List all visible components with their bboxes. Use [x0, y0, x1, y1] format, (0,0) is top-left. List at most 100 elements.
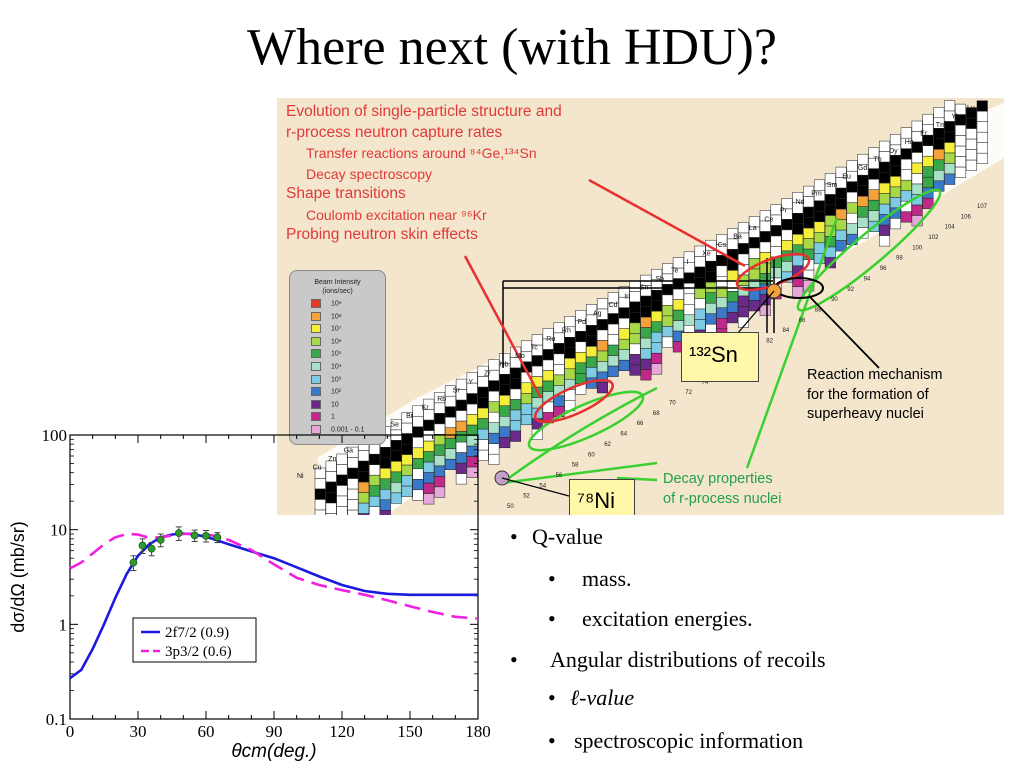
- element-label: Ce: [764, 216, 773, 223]
- nuclide-cell: [792, 223, 804, 235]
- nuclide-cell: [553, 343, 565, 355]
- cross-section-plot: 0 30 60 90 120 150 180 0.1 1 10 100 2f7/2 (0.9) 3p3/…: [0, 425, 500, 768]
- nuclide-cell: [564, 347, 576, 359]
- nuclide-cell: [933, 149, 945, 161]
- nuclide-cell: [629, 280, 641, 292]
- nuclide-cell: [922, 176, 934, 188]
- nuclide-cell: [607, 344, 619, 356]
- nuclide-cell: [488, 390, 500, 402]
- nuclide-cell: [900, 179, 912, 191]
- annotation-line: Probing neutron skin effects: [286, 226, 478, 243]
- element-label: Nd: [796, 199, 805, 206]
- nuclide-cell: [889, 155, 901, 167]
- r-process-outline: [745, 217, 839, 469]
- nuclide-cell: [933, 107, 945, 119]
- nuclide-cell: [629, 364, 641, 376]
- nuclide-cell: [499, 437, 511, 449]
- nuclide-cell: [466, 393, 478, 405]
- nuclide-cell: [813, 200, 825, 212]
- nuclide-cell: [510, 420, 522, 432]
- reaction-label-line: superheavy nuclei: [807, 406, 924, 422]
- element-label: Rb: [437, 396, 446, 403]
- annotation-line: Evolution of single-particle structure a…: [286, 103, 562, 120]
- nuclide-cell: [781, 229, 793, 241]
- nuclide-cell: [325, 513, 337, 515]
- nuclide-cell: [672, 320, 684, 332]
- nuclide-cell: [683, 293, 695, 305]
- nuclide-cell: [488, 380, 500, 392]
- nuclide-cell: [716, 307, 728, 319]
- ni78-pointer: [501, 477, 570, 497]
- element-label: Tb: [874, 156, 882, 163]
- legend-item: 0.001 - 0.1: [311, 425, 364, 435]
- x-tick-label: 90: [266, 722, 283, 741]
- legend-item: 10³: [311, 374, 342, 385]
- bullet-text: mass.: [582, 566, 632, 591]
- nuclide-cell: [911, 162, 923, 174]
- element-label: I: [687, 259, 689, 266]
- nuclide-cell: [857, 195, 869, 207]
- nuclide-cell: [868, 210, 880, 222]
- nuclide-cell: [401, 485, 413, 497]
- nuclide-cell: [694, 319, 706, 331]
- nuclide-cell: [944, 173, 956, 185]
- nuclide-cell: [792, 255, 804, 267]
- legend-item: 1: [311, 412, 335, 422]
- nuclide-cell: [683, 304, 695, 316]
- legend-item: 10⁴: [311, 362, 342, 372]
- element-label: Br: [406, 413, 414, 420]
- nuclide-cell: [586, 346, 598, 358]
- nuclide-cell: [965, 149, 977, 161]
- nuclide-cell: [759, 262, 771, 274]
- element-label: Xe: [702, 251, 711, 258]
- bullet-text: spectroscopic information: [574, 728, 804, 753]
- nuclide-cell: [813, 242, 825, 254]
- nuclide-cell: [922, 155, 934, 167]
- nuclide-cell: [553, 364, 565, 376]
- nuclide-cell: [813, 232, 825, 244]
- nuclide-cell: [727, 301, 739, 313]
- element-label: Ni: [297, 473, 304, 480]
- nuclide-chart-graphic: Lu Yb Tm Er Ho Dy Tb Gd Eu Sm Pm Nd Pr Ce La Ba Cs Xe I Te S…: [297, 100, 1004, 515]
- nuclide-cell: [759, 273, 771, 285]
- nuclide-cell: [846, 212, 858, 224]
- data-point: [138, 541, 147, 550]
- nuclide-cell: [477, 407, 489, 419]
- nuclide-cell: [629, 291, 641, 303]
- neutron-number-label: 88: [815, 307, 822, 313]
- nuclide-cell: [944, 100, 956, 112]
- nuclide-cell: [770, 225, 782, 237]
- element-label: Cu: [313, 464, 322, 471]
- nuclide-cell: [596, 361, 608, 373]
- nuclide-cell: [672, 288, 684, 300]
- nuclide-cell: [618, 328, 630, 340]
- element-label: Tm: [936, 122, 946, 129]
- neutron-number-label: 56: [556, 473, 563, 479]
- nuclide-cell: [618, 359, 630, 371]
- nuclide-cell: [879, 224, 891, 236]
- nuclide-cell: [564, 368, 576, 380]
- neutron-number-label: 96: [880, 266, 887, 272]
- nuclide-cell: [651, 289, 663, 301]
- neutron-number-label: 58: [572, 463, 579, 469]
- nuclide-cell: [857, 174, 869, 186]
- nuclide-cell: [662, 284, 674, 296]
- nuclide-cell: [900, 190, 912, 202]
- nuclide-cell: [705, 260, 717, 272]
- annotation-arrow: [463, 255, 543, 399]
- nuclide-cell: [944, 142, 956, 154]
- plot-legend-label: 3p3/2 (0.6): [165, 644, 232, 660]
- nuclide-cell: [520, 403, 532, 415]
- element-label: Sm: [827, 182, 838, 189]
- sn132-label: ¹³²Sn: [689, 342, 738, 367]
- element-label: Cd: [609, 302, 618, 309]
- nuclide-cell: [889, 218, 901, 230]
- legend-label: 10³: [331, 375, 342, 383]
- element-label: Er: [920, 131, 928, 138]
- nuclide-cell: [727, 312, 739, 324]
- nuclide-cell: [596, 298, 608, 310]
- nuclide-cell: [423, 493, 435, 505]
- sn132-callout: ¹³²Sn: [681, 332, 759, 382]
- legend-label: 10⁷: [331, 325, 342, 333]
- nuclide-cell: [835, 187, 847, 199]
